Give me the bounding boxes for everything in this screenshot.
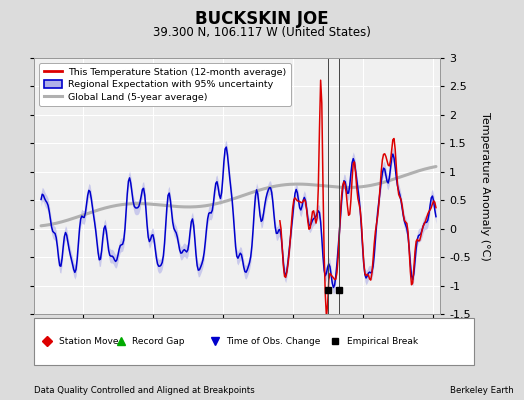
Text: Empirical Break: Empirical Break [347, 337, 418, 346]
Text: Record Gap: Record Gap [132, 337, 184, 346]
Legend: This Temperature Station (12-month average), Regional Expectation with 95% uncer: This Temperature Station (12-month avera… [39, 63, 291, 106]
Text: BUCKSKIN JOE: BUCKSKIN JOE [195, 10, 329, 28]
Text: Station Move: Station Move [59, 337, 118, 346]
Y-axis label: Temperature Anomaly (°C): Temperature Anomaly (°C) [481, 112, 490, 260]
Text: Berkeley Earth: Berkeley Earth [450, 386, 514, 395]
Text: 39.300 N, 106.117 W (United States): 39.300 N, 106.117 W (United States) [153, 26, 371, 39]
Text: Data Quality Controlled and Aligned at Breakpoints: Data Quality Controlled and Aligned at B… [34, 386, 255, 395]
Text: Time of Obs. Change: Time of Obs. Change [226, 337, 321, 346]
